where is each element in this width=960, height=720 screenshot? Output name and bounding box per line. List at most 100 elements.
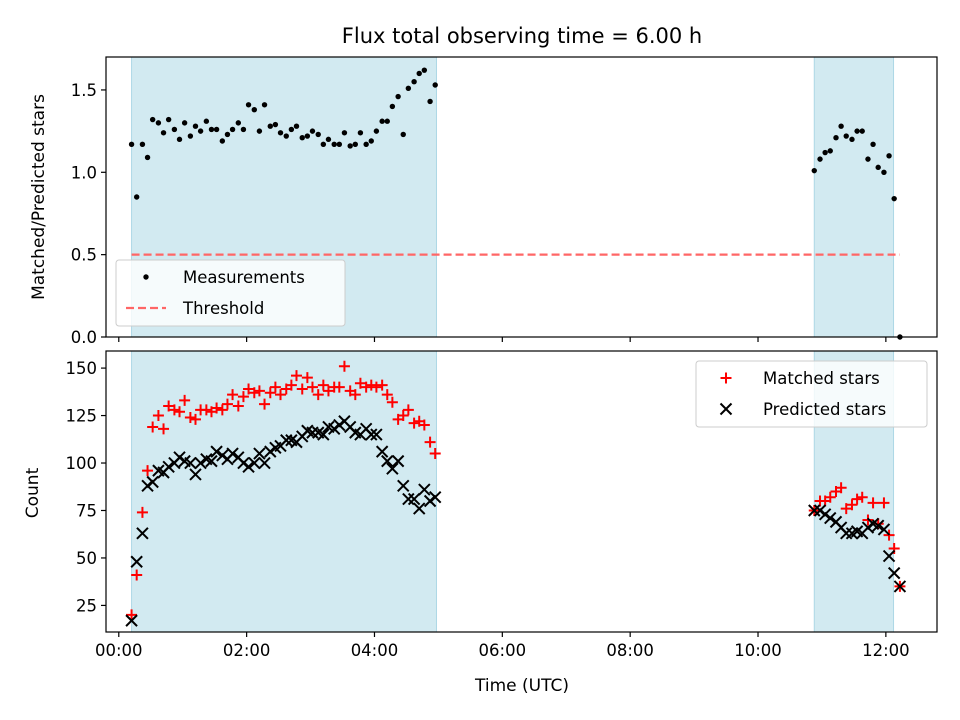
matched-star-point bbox=[408, 417, 420, 429]
measurement-point bbox=[389, 103, 396, 110]
measurement-point bbox=[133, 194, 140, 200]
matched-star-point bbox=[840, 503, 852, 515]
measurement-point bbox=[155, 120, 162, 126]
x-tick-label: 06:00 bbox=[479, 641, 527, 660]
ratio-legend: Measurements Threshold bbox=[115, 259, 346, 327]
ratio-legend-box bbox=[115, 259, 346, 327]
predicted-star-point bbox=[306, 426, 319, 439]
measurement-point bbox=[336, 141, 343, 147]
matched-star-point bbox=[846, 499, 858, 511]
matched-star-point bbox=[136, 506, 148, 518]
measurement-point bbox=[299, 135, 305, 141]
matched-star-point bbox=[248, 387, 260, 399]
measurement-point bbox=[843, 133, 849, 139]
matched-star-point bbox=[264, 387, 276, 399]
measurement-point bbox=[229, 126, 236, 133]
count-series-1 bbox=[126, 360, 906, 621]
predicted-star-point bbox=[365, 428, 378, 441]
matched-star-point bbox=[290, 370, 302, 382]
predicted-star-point bbox=[386, 462, 399, 475]
matched-star-point bbox=[878, 497, 890, 509]
measurement-point bbox=[235, 120, 242, 126]
measurement-point bbox=[347, 143, 353, 149]
predicted-star-point bbox=[824, 511, 837, 525]
measurement-point bbox=[272, 121, 279, 128]
predicted-star-point bbox=[402, 492, 415, 506]
x-tick-label: 12:00 bbox=[862, 641, 910, 660]
x-axis-label: Time (UTC) bbox=[474, 676, 569, 696]
measurement-point bbox=[176, 136, 183, 143]
matched-star-point bbox=[131, 569, 143, 581]
predicted-star-point bbox=[184, 456, 197, 470]
predicted-star-point bbox=[189, 468, 202, 481]
matched-star-point bbox=[243, 383, 255, 395]
ratio-y-tick-label: 1.5 bbox=[71, 81, 97, 100]
predicted-star-point bbox=[893, 580, 907, 593]
measurement-point bbox=[875, 164, 881, 171]
count-y-tick-label: 100 bbox=[66, 454, 98, 473]
legend-label: Threshold bbox=[182, 299, 264, 318]
measurement-point bbox=[827, 148, 833, 154]
matched-star-point bbox=[232, 400, 244, 412]
measurement-point bbox=[838, 123, 844, 129]
matched-star-point bbox=[835, 482, 847, 494]
measurement-point bbox=[368, 138, 374, 144]
legend-x-marker bbox=[719, 402, 733, 416]
measurement-point bbox=[277, 130, 284, 136]
ratio-y-tick-label: 1.0 bbox=[71, 163, 97, 182]
predicted-star-point bbox=[226, 447, 239, 460]
matched-star-point bbox=[349, 389, 361, 401]
count-y-tick-label: 125 bbox=[66, 407, 98, 426]
legend-dot-marker bbox=[143, 274, 149, 280]
predicted-star-point bbox=[877, 523, 891, 536]
matched-star-point bbox=[333, 381, 345, 393]
measurement-point bbox=[811, 167, 817, 174]
measurement-point bbox=[817, 156, 823, 162]
predicted-star-point bbox=[808, 504, 821, 517]
measurement-point bbox=[320, 141, 327, 147]
measurement-point bbox=[219, 138, 226, 144]
x-tick-label: 04:00 bbox=[351, 641, 399, 660]
count-shaded-interval bbox=[131, 350, 437, 633]
matched-star-point bbox=[147, 421, 159, 433]
matched-star-point bbox=[381, 389, 393, 401]
measurement-point bbox=[261, 102, 268, 108]
measurement-point bbox=[128, 141, 135, 147]
measurement-point bbox=[373, 128, 380, 134]
matched-star-point bbox=[296, 383, 308, 395]
matched-star-point bbox=[424, 436, 436, 448]
measurement-point bbox=[181, 120, 188, 126]
predicted-star-point bbox=[210, 445, 223, 458]
x-tick-label: 02:00 bbox=[223, 641, 271, 660]
predicted-star-point bbox=[242, 460, 255, 474]
measurement-point bbox=[405, 85, 412, 91]
measurement-point bbox=[379, 118, 385, 124]
count-legend: Matched stars Predicted stars bbox=[695, 360, 928, 428]
matched-star-point bbox=[216, 404, 228, 416]
measurement-point bbox=[427, 98, 433, 105]
predicted-star-point bbox=[162, 460, 175, 474]
legend-plus-marker bbox=[720, 372, 732, 384]
measurement-point bbox=[251, 107, 258, 113]
measurement-point bbox=[293, 123, 300, 129]
measurement-point bbox=[224, 131, 231, 138]
ratio-axes-frame bbox=[105, 56, 938, 338]
ratio-y-tick-label: 0.5 bbox=[71, 246, 97, 265]
legend-label: Measurements bbox=[183, 268, 305, 287]
matched-star-point bbox=[360, 381, 372, 393]
measurement-point bbox=[192, 123, 199, 129]
ratio-y-tick-label: 0.0 bbox=[71, 328, 97, 347]
measurement-point bbox=[187, 133, 194, 139]
predicted-star-point bbox=[418, 483, 431, 496]
matched-star-point bbox=[285, 379, 297, 391]
measurement-point bbox=[849, 136, 855, 143]
matched-star-point bbox=[306, 381, 318, 393]
measurement-point bbox=[304, 133, 311, 139]
matched-star-point bbox=[365, 379, 377, 391]
measurement-point bbox=[283, 133, 289, 139]
measurement-point bbox=[881, 169, 887, 175]
count-axes-frame bbox=[105, 350, 938, 633]
measurement-point bbox=[245, 102, 252, 108]
ratio-panel: 0.0 0.5 1.0 1.5 Measurements Threshold bbox=[71, 56, 938, 347]
predicted-star-point bbox=[391, 454, 405, 468]
